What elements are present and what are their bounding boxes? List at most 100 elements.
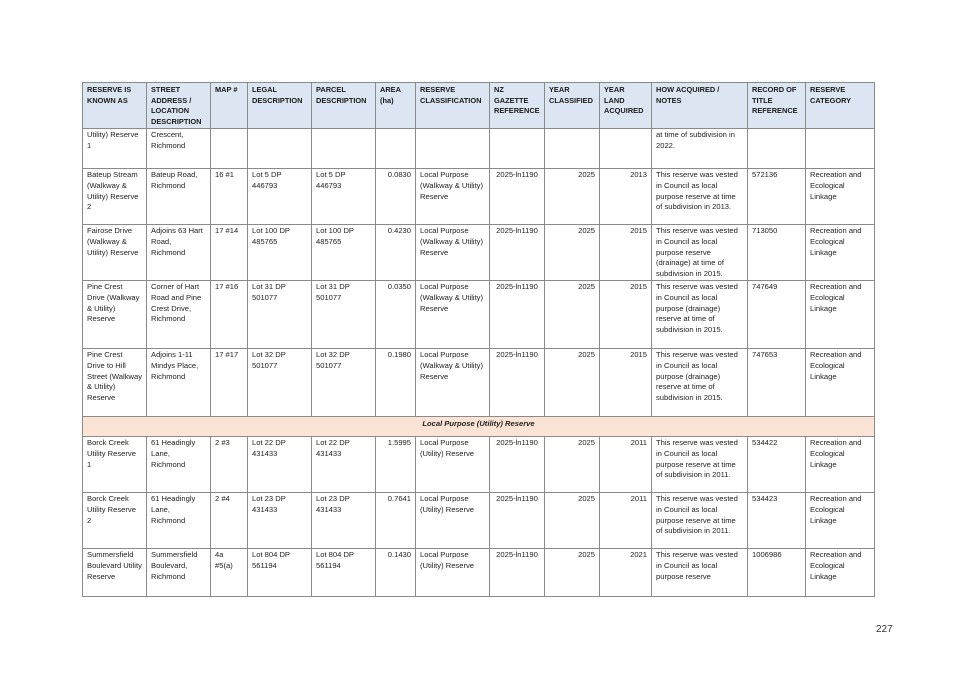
header-title-ref: RECORD OF TITLE REFERENCE	[747, 81, 806, 130]
cell-known-as: Pine Crest Drive (Walkway & Utility) Res…	[82, 280, 147, 350]
cell-address: Bateup Road, Richmond	[146, 168, 211, 226]
cell-address: 61 Headingly Lane, Richmond	[146, 492, 211, 550]
cell-known-as: Borck Creek Utility Reserve 2	[82, 492, 147, 550]
table-body-walkway: Utility) Reserve 1 Crescent, Richmond at t…	[82, 128, 875, 418]
cell-year-acquired: 2011	[599, 492, 652, 550]
cell-address: 61 Headingly Lane, Richmond	[146, 436, 211, 494]
cell-parcel: Lot 31 DP 501077	[311, 280, 376, 350]
cell-year-classified: 2025	[544, 492, 600, 550]
cell-area	[375, 128, 416, 170]
cell-title-ref: 534423	[747, 492, 806, 550]
cell-year-classified: 2025	[544, 168, 600, 226]
cell-title-ref: 713050	[747, 224, 806, 282]
cell-classification: Local Purpose (Utility) Reserve	[415, 436, 490, 494]
section-row: Local Purpose (Utility) Reserve	[82, 416, 875, 438]
cell-map	[210, 128, 248, 170]
cell-known-as: Fairose Drive (Walkway & Utility) Reserv…	[82, 224, 147, 282]
header-address: STREET ADDRESS / LOCATION DESCRIPTION	[146, 81, 211, 130]
cell-address: Adjoins 63 Hart Road, Richmond	[146, 224, 211, 282]
cell-category: Recreation and Ecological Linkage	[805, 348, 875, 418]
table-row: Bateup Stream (Walkway & Utility) Reserv…	[82, 168, 875, 226]
cell-area: 0.1980	[375, 348, 416, 418]
cell-category: Recreation and Ecological Linkage	[805, 168, 875, 226]
cell-gazette: 2025-ln1190	[489, 224, 545, 282]
cell-area: 0.4230	[375, 224, 416, 282]
cell-title-ref: 747653	[747, 348, 806, 418]
cell-parcel	[311, 128, 376, 170]
header-parcel: PARCEL DESCRIPTION	[311, 81, 376, 130]
page-number: 227	[876, 624, 893, 635]
cell-category: Recreation and Ecological Linkage	[805, 280, 875, 350]
cell-legal: Lot 22 DP 431433	[247, 436, 312, 494]
cell-known-as: Borck Creek Utility Reserve 1	[82, 436, 147, 494]
cell-notes: This reserve was vested in Council as lo…	[651, 348, 748, 418]
cell-classification: Local Purpose (Walkway & Utility) Reserv…	[415, 348, 490, 418]
table-section: Local Purpose (Utility) Reserve	[82, 416, 875, 438]
cell-parcel: Lot 23 DP 431433	[311, 492, 376, 550]
cell-category: Recreation and Ecological Linkage	[805, 436, 875, 494]
cell-year-classified: 2025	[544, 548, 600, 598]
cell-legal: Lot 100 DP 485765	[247, 224, 312, 282]
cell-legal	[247, 128, 312, 170]
cell-known-as: Bateup Stream (Walkway & Utility) Reserv…	[82, 168, 147, 226]
cell-title-ref: 572136	[747, 168, 806, 226]
cell-gazette: 2025-ln1190	[489, 436, 545, 494]
cell-category: Recreation and Ecological Linkage	[805, 548, 875, 598]
header-gazette: NZ GAZETTE REFERENCE	[489, 81, 545, 130]
header-year-classified: YEAR CLASSIFIED	[544, 81, 600, 130]
section-label: Local Purpose (Utility) Reserve	[82, 416, 875, 438]
table-row: Pine Crest Drive to Hill Street (Walkway…	[82, 348, 875, 418]
cell-legal: Lot 804 DP 561194	[247, 548, 312, 598]
cell-year-acquired: 2021	[599, 548, 652, 598]
cell-area: 0.7641	[375, 492, 416, 550]
cell-map: 17 #17	[210, 348, 248, 418]
cell-classification: Local Purpose (Utility) Reserve	[415, 548, 490, 598]
cell-parcel: Lot 100 DP 485765	[311, 224, 376, 282]
cell-title-ref: 1006986	[747, 548, 806, 598]
cell-gazette: 2025-ln1190	[489, 168, 545, 226]
cell-category: Recreation and Ecological Linkage	[805, 492, 875, 550]
cell-year-acquired	[599, 128, 652, 170]
cell-known-as: Utility) Reserve 1	[82, 128, 147, 170]
cell-legal: Lot 5 DP 446793	[247, 168, 312, 226]
table-row: Fairose Drive (Walkway & Utility) Reserv…	[82, 224, 875, 282]
cell-parcel: Lot 5 DP 446793	[311, 168, 376, 226]
table-row: Borck Creek Utility Reserve 1 61 Headingl…	[82, 436, 875, 494]
cell-year-acquired: 2015	[599, 224, 652, 282]
cell-address: Summersfield Boulevard, Richmond	[146, 548, 211, 598]
cell-year-acquired: 2011	[599, 436, 652, 494]
cell-map: 4a #5(a)	[210, 548, 248, 598]
cell-legal: Lot 32 DP 501077	[247, 348, 312, 418]
cell-notes: This reserve was vested in Council as lo…	[651, 436, 748, 494]
cell-area: 0.1430	[375, 548, 416, 598]
cell-year-classified: 2025	[544, 224, 600, 282]
cell-map: 2 #4	[210, 492, 248, 550]
cell-known-as: Summersfield Boulevard Utility Reserve	[82, 548, 147, 598]
cell-notes: at time of subdivision in 2022.	[651, 128, 748, 170]
cell-classification: Local Purpose (Walkway & Utility) Reserv…	[415, 280, 490, 350]
cell-map: 16 #1	[210, 168, 248, 226]
cell-title-ref: 534422	[747, 436, 806, 494]
cell-gazette: 2025-ln1190	[489, 348, 545, 418]
cell-gazette: 2025-ln1190	[489, 548, 545, 598]
cell-address: Adjoins 1-11 Mindys Place, Richmond	[146, 348, 211, 418]
reserves-table: RESERVE IS KNOWN AS STREET ADDRESS / LOC…	[82, 81, 875, 598]
cell-area: 0.0350	[375, 280, 416, 350]
cell-notes: This reserve was vested in Council as lo…	[651, 492, 748, 550]
cell-address: Crescent, Richmond	[146, 128, 211, 170]
cell-gazette	[489, 128, 545, 170]
cell-known-as: Pine Crest Drive to Hill Street (Walkway…	[82, 348, 147, 418]
cell-category	[805, 128, 875, 170]
cell-parcel: Lot 22 DP 431433	[311, 436, 376, 494]
header-classification: RESERVE CLASSIFICATION	[415, 81, 490, 130]
table-header-row: RESERVE IS KNOWN AS STREET ADDRESS / LOC…	[82, 81, 875, 130]
cell-classification: Local Purpose (Walkway & Utility) Reserv…	[415, 168, 490, 226]
table-row: Utility) Reserve 1 Crescent, Richmond at t…	[82, 128, 875, 170]
cell-year-acquired: 2015	[599, 348, 652, 418]
table-row: Borck Creek Utility Reserve 2 61 Headingl…	[82, 492, 875, 550]
cell-gazette: 2025-ln1190	[489, 492, 545, 550]
cell-area: 0.0830	[375, 168, 416, 226]
table-body-utility: Borck Creek Utility Reserve 1 61 Headingl…	[82, 436, 875, 598]
cell-map: 17 #16	[210, 280, 248, 350]
header-area: AREA (ha)	[375, 81, 416, 130]
